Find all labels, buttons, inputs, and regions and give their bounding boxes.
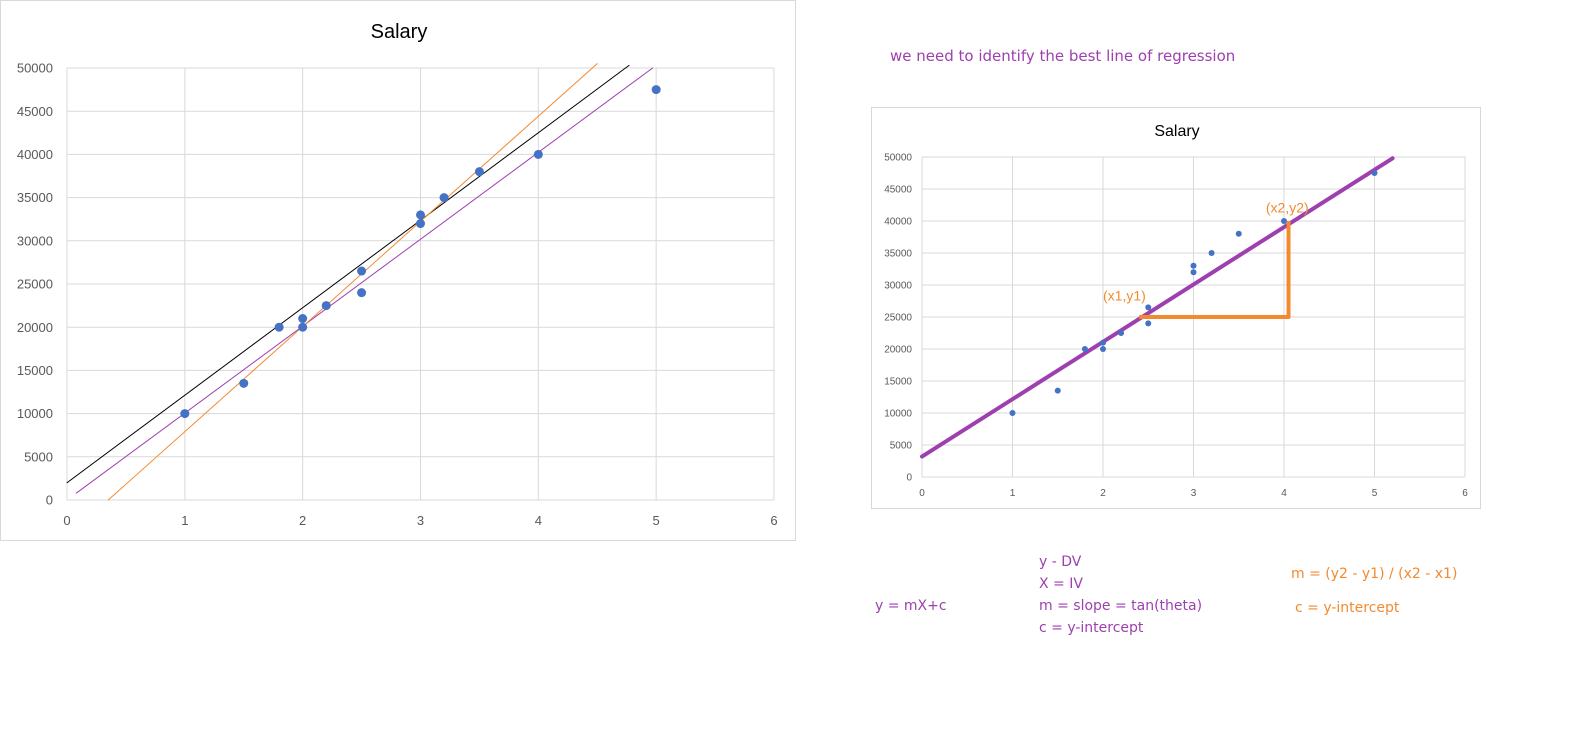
x-tick-label: 4 <box>535 513 542 528</box>
data-point <box>1281 218 1287 224</box>
x-tick-label: 2 <box>1100 488 1106 499</box>
data-point <box>1100 346 1106 352</box>
salary-chart-right: Salary 0 5000 10000 15000 20000 25000 30000 350… <box>871 107 1481 509</box>
x-tick-label: 6 <box>770 513 777 528</box>
x-tick-label: 2 <box>299 513 306 528</box>
data-point <box>1081 346 1088 352</box>
data-point <box>1235 230 1242 237</box>
data-point <box>1100 339 1106 346</box>
y-tick-label: 45000 <box>17 104 53 119</box>
y-tick-label: 20000 <box>884 345 912 356</box>
x-tick-label: 3 <box>1191 488 1197 499</box>
data-point <box>1145 320 1152 327</box>
data-point <box>651 85 661 95</box>
y-tick-label: 5000 <box>24 449 53 464</box>
y-tick-label: 10000 <box>17 406 53 421</box>
definition-iv: X = IV <box>1039 576 1083 592</box>
equation-note: y = mX+c <box>875 598 947 614</box>
y-tick-label: 40000 <box>884 217 912 228</box>
y-tick-label: 25000 <box>884 313 912 324</box>
heading-note: we need to identify the best line of reg… <box>890 47 1236 65</box>
salary-chart-left: Salary 0 5000 10000 15000 20000 25000 30000 350… <box>0 0 796 541</box>
definition-slope: m = slope = tan(theta) <box>1039 598 1203 614</box>
data-point <box>180 409 190 419</box>
data-point <box>298 314 308 324</box>
data-point <box>474 167 484 177</box>
data-point <box>239 378 249 388</box>
y-tick-label: 30000 <box>17 233 53 248</box>
y-tick-label: 0 <box>46 493 53 508</box>
point-annotation: (x1,y1) <box>1103 287 1146 303</box>
x-tick-label: 4 <box>1281 488 1287 499</box>
definition-intercept: c = y-intercept <box>1039 620 1144 636</box>
y-tick-label: 0 <box>906 473 912 484</box>
data-point <box>1054 387 1061 394</box>
y-tick-label: 20000 <box>17 320 53 335</box>
slope-formula-note: m = (y2 - y1) / (x2 - x1) <box>1291 566 1458 582</box>
line-regression-line <box>920 156 1395 459</box>
y-tick-label: 35000 <box>884 249 912 260</box>
definition-dv: y - DV <box>1039 554 1082 570</box>
y-tick-label: 15000 <box>884 377 912 388</box>
point-annotation: (x2,y2) <box>1266 200 1309 216</box>
y-tick-label: 40000 <box>17 147 53 162</box>
data-point <box>1371 170 1378 176</box>
data-point <box>1190 262 1197 269</box>
line-black-line <box>66 64 630 484</box>
y-tick-label: 50000 <box>884 153 912 164</box>
x-tick-label: 5 <box>1372 488 1378 499</box>
x-tick-label: 0 <box>919 488 925 499</box>
data-point <box>298 322 308 332</box>
y-tick-label: 45000 <box>884 185 912 196</box>
salary-chart-left-plot: Salary 050001000015000200002500030000350… <box>17 21 778 528</box>
slope-triangle <box>1139 221 1291 319</box>
y-tick-label: 25000 <box>17 277 53 292</box>
data-point <box>274 322 284 332</box>
x-tick-label: 1 <box>1010 488 1016 499</box>
data-point <box>1118 330 1125 336</box>
data-point <box>416 219 425 229</box>
x-tick-label: 6 <box>1462 488 1468 499</box>
data-point <box>357 288 367 298</box>
y-tick-label: 5000 <box>890 441 913 452</box>
y-tick-label: 50000 <box>17 61 53 76</box>
x-tick-label: 3 <box>417 513 424 528</box>
data-point <box>357 266 367 276</box>
data-point <box>1145 304 1152 311</box>
data-point <box>1208 250 1215 256</box>
data-point <box>416 210 425 220</box>
data-point <box>321 301 331 311</box>
x-tick-label: 1 <box>181 513 188 528</box>
y-tick-label: 35000 <box>17 190 53 205</box>
data-point <box>533 149 543 159</box>
chart-title: Salary <box>371 21 428 43</box>
line-orange-line <box>107 63 598 501</box>
line-regression-line <box>75 67 654 494</box>
data-point <box>1009 410 1016 416</box>
data-point <box>1190 269 1197 276</box>
x-tick-label: 5 <box>653 513 660 528</box>
y-tick-label: 15000 <box>17 363 53 378</box>
y-tick-label: 30000 <box>884 281 912 292</box>
salary-chart-right-plot: Salary 050001000015000200002500030000350… <box>884 123 1468 499</box>
y-tick-label: 10000 <box>884 409 912 420</box>
intercept-note: c = y-intercept <box>1295 600 1400 616</box>
x-tick-label: 0 <box>63 513 70 528</box>
data-point <box>439 193 449 203</box>
chart-title: Salary <box>1154 123 1199 140</box>
